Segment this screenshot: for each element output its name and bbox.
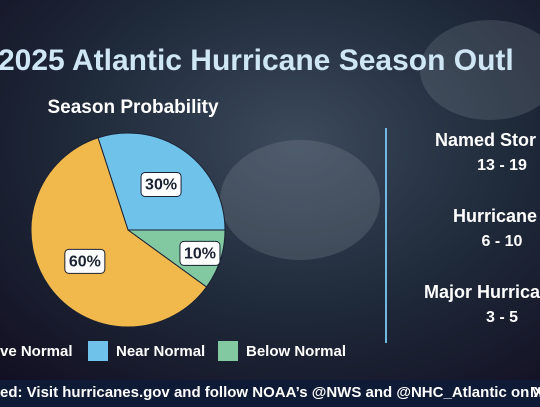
cloud xyxy=(420,20,540,120)
legend-label: Near Normal xyxy=(116,343,205,360)
footer-bar xyxy=(0,380,540,407)
footer-text: ed: Visit hurricanes.gov and follow NOAA… xyxy=(0,384,540,401)
stats: Named Stor 13 - 19 Hurricane 6 - 10 Major Hu… xyxy=(424,130,540,326)
chart-title: Season Probability xyxy=(47,97,218,118)
label-box xyxy=(179,240,221,266)
legend-label: ve Normal xyxy=(0,343,73,360)
data-label: 10% xyxy=(184,246,216,263)
stat-label: Hurricane xyxy=(453,206,537,226)
data-label: 30% xyxy=(145,177,177,194)
label-box xyxy=(140,171,182,197)
legend-label: Below Normal xyxy=(246,343,346,360)
label-box xyxy=(64,248,106,274)
legend-swatch xyxy=(88,341,108,361)
stat-range: 3 - 5 xyxy=(486,309,518,326)
stat-label: Major Hurrica xyxy=(424,282,540,302)
title: 2025 Atlantic Hurricane Season Outl xyxy=(0,44,514,77)
footer-right: M xyxy=(530,384,540,401)
legend-swatch xyxy=(218,341,238,361)
stat-range: 13 - 19 xyxy=(477,157,527,174)
cloud xyxy=(220,140,380,260)
stat-label: Named Stor xyxy=(435,130,536,150)
data-label: 60% xyxy=(69,254,101,271)
pie-slice xyxy=(30,137,208,328)
stat-range: 6 - 10 xyxy=(482,233,523,250)
